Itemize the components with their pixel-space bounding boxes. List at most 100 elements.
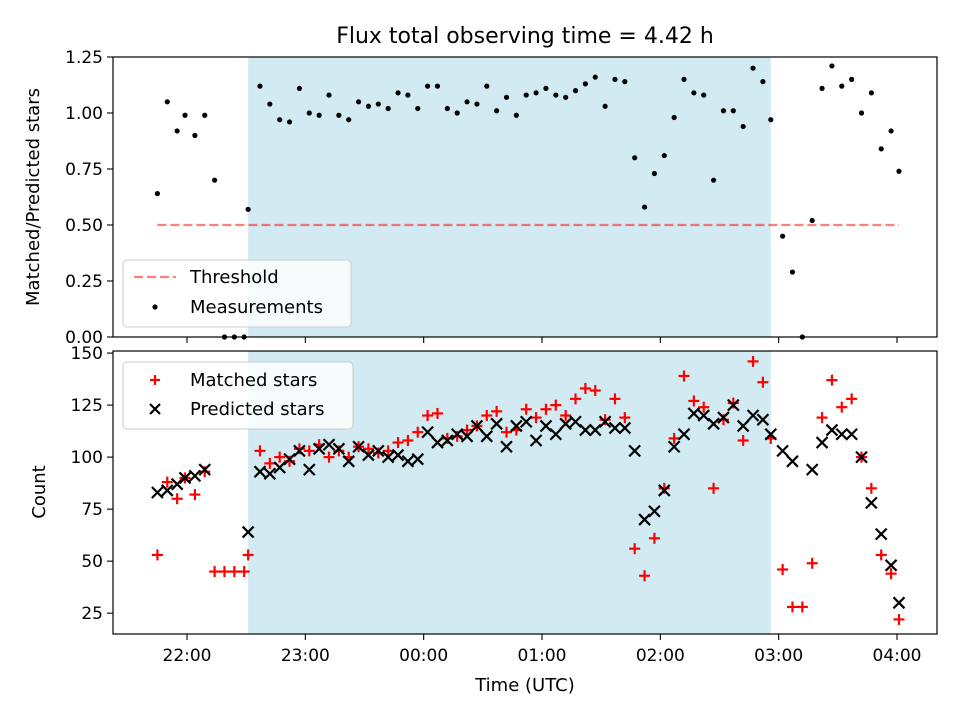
- matched-star-point: [372, 447, 384, 459]
- matched-star-point: [589, 385, 601, 397]
- matched-star-point: [242, 549, 254, 561]
- bottom-y-tick-label: 100: [71, 448, 103, 468]
- top-axes-frame: [112, 56, 938, 338]
- matched-star-point: [333, 445, 345, 457]
- measurement-point: [878, 146, 884, 152]
- bottom-legend-box: [122, 361, 354, 430]
- predicted-star-point: [746, 409, 760, 422]
- chart-title: Flux total observing time = 4.42 h: [336, 24, 714, 49]
- matched-star-point: [520, 403, 532, 415]
- measurement-point: [553, 92, 559, 98]
- measurement-point: [602, 103, 608, 109]
- measurement-point: [494, 108, 500, 114]
- matched-star-point: [826, 374, 838, 386]
- measurement-point: [385, 105, 391, 112]
- x-tick-label: 01:00: [518, 646, 567, 666]
- matched-star-point: [422, 410, 434, 422]
- measurement-point: [868, 90, 874, 96]
- matched-star-point: [737, 434, 749, 446]
- matched-star-point: [836, 401, 848, 413]
- measurement-point: [277, 117, 283, 123]
- predicted-star-point: [892, 596, 906, 610]
- measurement-point: [523, 92, 529, 98]
- measurement-point: [789, 269, 796, 275]
- predicted-star-point: [776, 444, 789, 458]
- bottom-y-tick-label: 75: [81, 500, 103, 520]
- bottom-axes-frame: [112, 350, 938, 635]
- matched-star-point: [619, 412, 631, 424]
- matched-star-point: [254, 445, 266, 457]
- measurement-point: [484, 83, 490, 89]
- measurement-point: [375, 101, 381, 107]
- matched-star-point: [698, 401, 710, 413]
- matched-star-point: [678, 370, 690, 382]
- matched-star-point: [639, 570, 651, 582]
- matched-star-point: [481, 410, 493, 422]
- measurement-point: [681, 76, 687, 82]
- top-y-tick-label: 1.25: [65, 48, 103, 68]
- predicted-star-point: [855, 450, 868, 464]
- matched-star-point: [747, 355, 759, 367]
- measurement-point: [612, 76, 618, 82]
- measurement-point: [671, 114, 677, 121]
- predicted-star-point: [401, 455, 415, 468]
- matched-star-point: [451, 430, 463, 442]
- legend-threshold-label: Threshold: [189, 267, 279, 288]
- predicted-star-point: [381, 450, 395, 464]
- measurement-point: [346, 117, 352, 123]
- measurement-point: [182, 112, 188, 118]
- matched-star-point: [228, 566, 240, 578]
- matched-star-point: [717, 414, 729, 426]
- matched-star-point: [757, 376, 769, 388]
- top-y-tick-label: 1.00: [65, 104, 103, 124]
- legend-measurement-label: Measurements: [190, 297, 323, 318]
- legend-predicted-swatch: [149, 403, 161, 415]
- measurement-point: [651, 170, 658, 177]
- predicted-star-point: [727, 398, 740, 412]
- measurement-point: [622, 79, 628, 85]
- measurement-point: [434, 83, 441, 89]
- measurement-point: [296, 85, 303, 91]
- matched-star-point: [658, 482, 670, 494]
- matched-star-point: [530, 412, 542, 424]
- matched-star-point: [362, 443, 374, 455]
- matched-star-point: [218, 566, 230, 578]
- measurement-points: [154, 63, 902, 340]
- measurement-point: [365, 103, 372, 109]
- top-y-axis: 0.00 0.25 0.50 0.75 1.00 1.25: [65, 48, 113, 348]
- predicted-star-point: [510, 419, 523, 433]
- measurement-point: [896, 168, 902, 174]
- predicted-star-point: [312, 442, 326, 456]
- legend-measurement-swatch: [152, 304, 158, 310]
- measurement-point: [839, 83, 845, 89]
- predicted-star-point: [241, 525, 255, 539]
- matched-star-point: [609, 393, 621, 405]
- measurement-point: [245, 206, 251, 212]
- predicted-star-point: [608, 421, 622, 435]
- matched-star-point: [599, 414, 611, 426]
- measurement-point: [454, 110, 460, 116]
- predicted-star-point: [322, 438, 336, 451]
- matched-star-point: [461, 424, 473, 436]
- measurement-point: [474, 101, 480, 107]
- predicted-star-point: [756, 413, 770, 426]
- legend-matched-label: Matched stars: [190, 370, 317, 391]
- top-y-tick-label: 0.00: [65, 328, 103, 348]
- measurement-point: [395, 90, 401, 96]
- measurement-point: [503, 94, 510, 100]
- measurement-point: [405, 92, 411, 98]
- matched-star-point: [668, 432, 680, 444]
- bottom-y-axis: 25 50 75 100 125 150: [71, 344, 113, 624]
- predicted-star-point: [786, 455, 799, 468]
- measurement-point: [326, 92, 332, 98]
- predicted-star-point: [460, 430, 474, 443]
- measurement-point: [809, 217, 815, 224]
- matched-star-point: [264, 457, 276, 469]
- matched-star-point: [865, 482, 877, 494]
- matched-star-point: [540, 403, 552, 415]
- top-legend: Threshold Measurements: [122, 259, 352, 328]
- measurement-point: [768, 117, 774, 123]
- measurement-point: [154, 191, 161, 197]
- predicted-star-point: [825, 423, 839, 437]
- measurement-point: [730, 108, 736, 114]
